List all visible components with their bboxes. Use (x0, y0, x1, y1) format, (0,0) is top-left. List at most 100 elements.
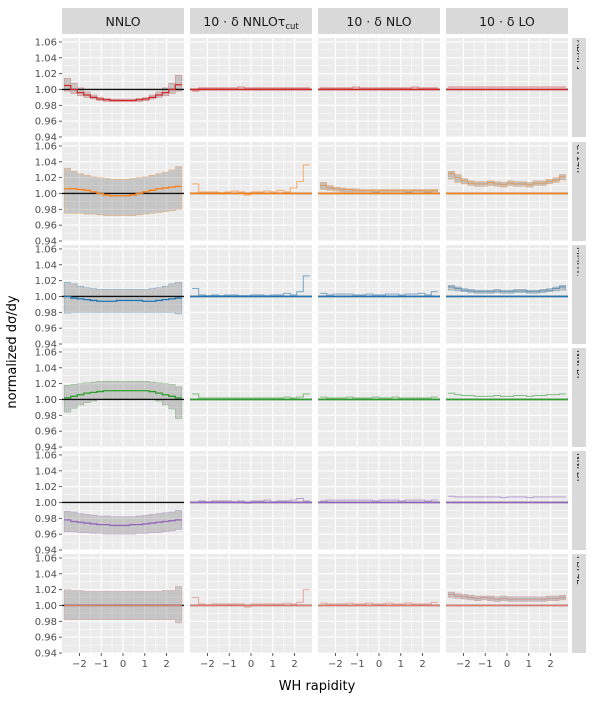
column-strip-label: 10 · δ NNLOτcut (203, 14, 299, 32)
panel (446, 142, 568, 242)
y-tick-label: 0.96 (35, 117, 57, 128)
column-strip (190, 8, 312, 34)
y-tick-label: 0.94 (35, 443, 57, 454)
panel (446, 348, 568, 448)
x-tick-label: 1 (526, 659, 532, 670)
x-tick-label: 0 (248, 659, 254, 670)
x-tick-label: 2 (547, 659, 553, 670)
y-tick-label: 1.06 (35, 244, 57, 255)
y-tick-label: 0.96 (35, 530, 57, 541)
panel (190, 554, 312, 654)
y-tick-label: 1.00 (35, 85, 57, 96)
y-tick-label: 1.00 (35, 601, 57, 612)
y-tick-label: 1.06 (35, 347, 57, 358)
panel (190, 451, 312, 551)
y-tick-label: 1.02 (35, 585, 57, 596)
panel (446, 245, 568, 345)
y-axis-label: normalized dσ/dy (5, 295, 20, 408)
y-tick-label: 1.06 (35, 141, 57, 152)
column-strip-label: 10 · δ NLO (346, 14, 411, 29)
column-strip-label: NNLO (105, 14, 140, 29)
row-strip-label: NNPDF31_nnlo_as_011 (574, 453, 584, 556)
series-line (320, 601, 438, 605)
series-line (64, 295, 182, 302)
column-strip-label: 10 · δ LO (479, 14, 535, 29)
row-strip-label: NNPDF30_nnlo_as_011 (574, 350, 584, 453)
series-line (320, 185, 438, 192)
column-strip (446, 8, 568, 34)
series-line (320, 86, 438, 89)
row-strip-label: CT14nnlo (574, 144, 584, 187)
panel (190, 245, 312, 345)
column-strip (318, 8, 440, 34)
series-line (320, 499, 438, 502)
series-line (192, 275, 310, 297)
uncertainty-band (63, 281, 183, 315)
y-tick-label: 0.98 (35, 411, 57, 422)
series-line (64, 390, 182, 399)
y-tick-label: 0.94 (35, 340, 57, 351)
panel (318, 554, 440, 654)
panel (318, 348, 440, 448)
x-tick-label: 1 (142, 659, 148, 670)
uncertainty-band (63, 586, 183, 624)
y-tick-label: 1.06 (35, 37, 57, 48)
x-tick-label: 1 (270, 659, 276, 670)
y-tick-label: 1.06 (35, 450, 57, 461)
x-tick-label: −2 (456, 659, 471, 670)
y-tick-label: 0.94 (35, 237, 57, 248)
x-tick-label: 1 (398, 659, 404, 670)
x-tick-label: −2 (72, 659, 87, 670)
y-tick-label: 1.00 (35, 292, 57, 303)
y-tick-label: 1.02 (35, 482, 57, 493)
row-strip (572, 451, 586, 550)
y-tick-label: 1.02 (35, 379, 57, 390)
y-tick-label: 0.96 (35, 633, 57, 644)
panel (318, 451, 440, 551)
series-line (320, 396, 438, 399)
series-line (448, 286, 566, 293)
x-tick-label: 0 (504, 659, 510, 670)
series-line (192, 86, 310, 92)
panel (446, 38, 568, 138)
series-line (64, 519, 182, 527)
uncertainty-band (63, 166, 183, 216)
panel (318, 245, 440, 345)
column-strip (62, 8, 184, 34)
panel (190, 142, 312, 242)
panel (62, 348, 184, 448)
x-tick-label: 0 (120, 659, 126, 670)
series-line (448, 392, 566, 397)
y-tick-label: 0.94 (35, 133, 57, 144)
panel (190, 348, 312, 448)
row-strip (572, 348, 586, 447)
panel (190, 38, 312, 138)
y-tick-label: 0.96 (35, 221, 57, 232)
series-line (448, 593, 566, 600)
series-line (192, 164, 310, 196)
y-tick-label: 1.04 (35, 569, 57, 580)
uncertainty-band (63, 510, 183, 535)
uncertainty-band (319, 182, 439, 193)
x-tick-label: 2 (419, 659, 425, 670)
y-tick-label: 0.98 (35, 308, 57, 319)
panel (62, 38, 184, 138)
series-line (192, 393, 310, 399)
panel (318, 142, 440, 242)
y-tick-label: 1.04 (35, 53, 57, 64)
y-tick-label: 0.98 (35, 205, 57, 216)
x-tick-label: −2 (200, 659, 215, 670)
row-strip (572, 142, 586, 241)
y-tick-label: 1.04 (35, 260, 57, 271)
row-strip (572, 554, 586, 653)
uncertainty-band (63, 74, 183, 102)
series-line (320, 291, 438, 296)
y-tick-label: 1.04 (35, 363, 57, 374)
y-tick-label: 0.98 (35, 617, 57, 628)
uncertainty-band (63, 381, 183, 419)
y-tick-label: 1.00 (35, 189, 57, 200)
y-tick-label: 0.94 (35, 649, 57, 660)
row-strip (572, 38, 586, 137)
